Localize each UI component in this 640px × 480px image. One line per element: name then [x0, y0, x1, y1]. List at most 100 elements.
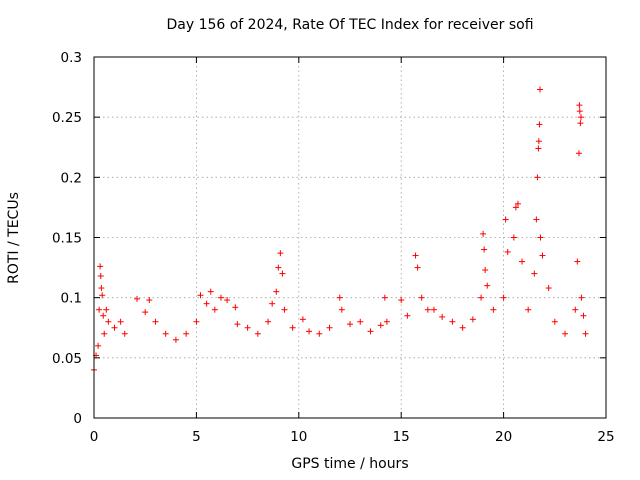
data-point — [424, 306, 431, 313]
data-point — [97, 263, 104, 270]
plot-frame — [93, 56, 607, 419]
data-point — [582, 330, 589, 337]
data-point — [183, 330, 190, 337]
data-point — [500, 294, 507, 301]
data-point — [326, 324, 333, 331]
data-point — [519, 258, 526, 265]
data-point — [273, 288, 280, 295]
data-point — [162, 330, 169, 337]
data-point — [484, 282, 491, 289]
data-point — [105, 318, 112, 325]
data-point — [578, 114, 585, 121]
x-axis-label: GPS time / hours — [291, 456, 409, 472]
data-point — [504, 248, 511, 255]
data-point — [146, 297, 153, 304]
data-point — [100, 312, 107, 319]
data-point — [537, 86, 544, 93]
y-tick-label: 0.2 — [61, 170, 82, 186]
data-point — [134, 295, 141, 302]
data-point — [545, 285, 552, 292]
data-point — [254, 330, 261, 337]
data-point — [459, 324, 466, 331]
data-point — [121, 330, 128, 337]
data-point — [244, 324, 251, 331]
data-point — [217, 294, 224, 301]
data-point — [576, 108, 583, 115]
y-axis-label: ROTI / TECUs — [6, 192, 22, 284]
data-point — [398, 297, 405, 304]
data-point — [536, 121, 543, 128]
data-point — [299, 316, 306, 323]
data-point — [336, 294, 343, 301]
y-tick-label: 0.1 — [61, 291, 82, 307]
data-point — [281, 306, 288, 313]
data-point — [482, 266, 489, 273]
grid-layer — [94, 57, 606, 418]
data-point — [277, 250, 284, 257]
data-point — [535, 138, 542, 145]
data-point — [203, 300, 210, 307]
data-point — [97, 273, 104, 280]
data-point — [172, 336, 179, 343]
x-tick-label: 20 — [495, 429, 512, 445]
data-point — [480, 230, 487, 237]
data-point — [211, 306, 218, 313]
data-point — [279, 270, 286, 277]
data-point — [576, 102, 583, 109]
y-tick-label: 0.25 — [52, 110, 82, 126]
chart-title: Day 156 of 2024, Rate Of TEC Index for r… — [166, 17, 534, 33]
x-tick-label: 0 — [90, 429, 99, 445]
data-point — [338, 306, 345, 313]
data-point — [525, 306, 532, 313]
data-point — [275, 264, 282, 271]
data-point — [234, 321, 241, 328]
y-tick-label: 0 — [73, 411, 82, 427]
data-point — [578, 294, 585, 301]
data-point — [306, 328, 313, 335]
data-point — [103, 306, 110, 313]
data-point — [512, 204, 519, 211]
data-point — [574, 258, 581, 265]
data-point — [412, 252, 419, 259]
data-point — [101, 330, 108, 337]
data-point — [367, 328, 374, 335]
data-point — [430, 306, 437, 313]
data-point — [418, 294, 425, 301]
data-point — [347, 321, 353, 328]
data-point — [269, 300, 276, 307]
data-point — [478, 294, 485, 301]
points-layer — [91, 86, 589, 373]
data-point — [533, 216, 540, 223]
data-point — [414, 264, 421, 271]
data-point — [99, 292, 106, 299]
data-point — [404, 312, 411, 319]
data-point — [551, 318, 558, 325]
data-point — [481, 246, 488, 253]
data-point — [111, 324, 118, 331]
data-point — [514, 200, 521, 207]
y-tick-label: 0.05 — [52, 351, 82, 367]
data-point — [534, 174, 541, 181]
data-point — [289, 324, 296, 331]
ticks-layer: 0 5 10 15 20 25 0 0.05 0.1 0.15 0.2 0.25 0.3 — [52, 50, 615, 445]
data-point — [572, 306, 579, 313]
data-point — [207, 288, 214, 295]
data-point — [117, 318, 124, 325]
data-point — [577, 120, 584, 127]
data-point — [96, 306, 103, 313]
data-point — [439, 313, 446, 320]
data-point — [232, 304, 239, 311]
data-point — [381, 294, 388, 301]
y-tick-label: 0.3 — [61, 50, 82, 66]
data-point — [95, 342, 102, 349]
y-tick-label: 0.15 — [52, 231, 82, 247]
data-point — [562, 330, 569, 337]
data-point — [539, 252, 546, 259]
data-point — [449, 318, 456, 325]
x-tick-label: 10 — [290, 429, 307, 445]
data-point — [580, 312, 587, 319]
x-tick-label: 15 — [393, 429, 410, 445]
data-point — [535, 145, 542, 152]
data-point — [490, 306, 497, 313]
